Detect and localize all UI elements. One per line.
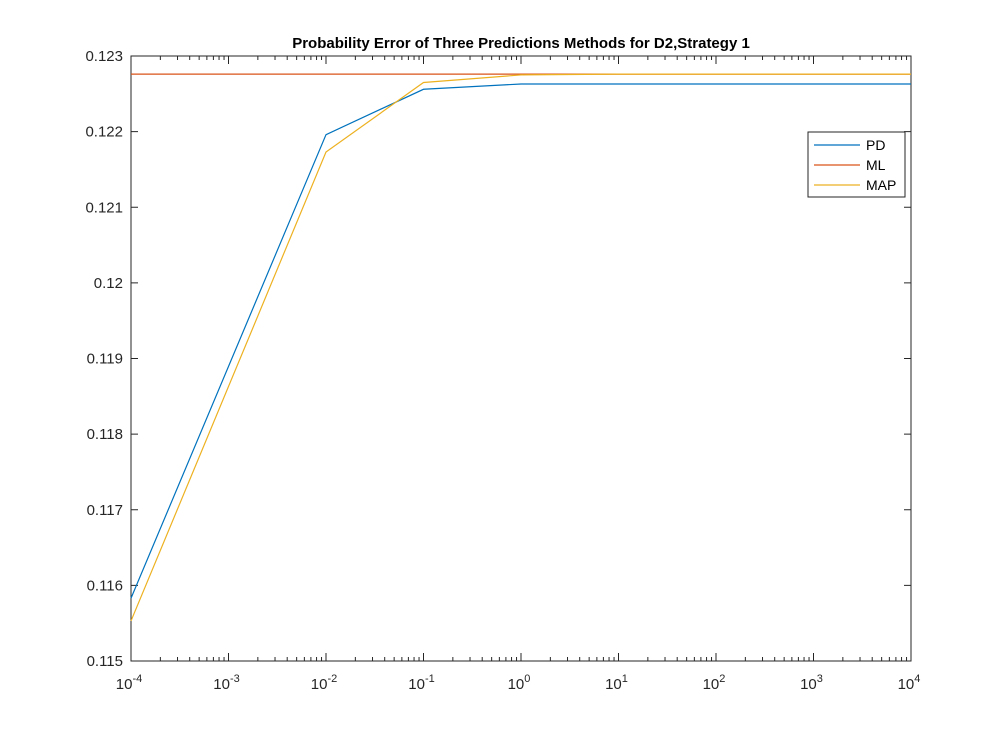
x-tick-label: 10-4 [116, 673, 142, 693]
plot-area: 0.115 0.116 0.117 0.118 0.119 0.12 0.121 0.122 0… [85, 48, 920, 693]
y-tick-label: 0.118 [87, 426, 123, 443]
y-tick-label: 0.122 [85, 124, 123, 141]
chart-title: Probability Error of Three Predictions M… [292, 35, 750, 52]
x-tick-label: 101 [605, 673, 628, 693]
legend-label-pd: PD [866, 137, 885, 153]
y-tick-label: 0.12 [94, 275, 123, 292]
y-tick-label: 0.117 [87, 502, 123, 519]
axes-box [130, 55, 912, 662]
y-tick-label: 0.119 [87, 351, 123, 368]
y-tick-label: 0.121 [85, 199, 123, 216]
x-tick-label: 104 [898, 673, 921, 693]
y-tick-label: 0.115 [87, 653, 123, 670]
x-tick-label: 103 [800, 673, 823, 693]
series-line-pd [130, 83, 911, 599]
x-tick-label: 10-1 [408, 673, 434, 693]
y-tick-label: 0.123 [85, 48, 123, 65]
x-tick-label: 100 [508, 673, 531, 693]
x-tick-label: 10-3 [213, 673, 239, 693]
x-tick-label: 102 [703, 673, 726, 693]
x-tick-label: 10-2 [311, 673, 337, 693]
series-line-map [130, 73, 911, 622]
legend-label-map: MAP [866, 177, 896, 193]
legend-label-ml: ML [866, 157, 886, 173]
y-tick-label: 0.116 [87, 577, 123, 594]
